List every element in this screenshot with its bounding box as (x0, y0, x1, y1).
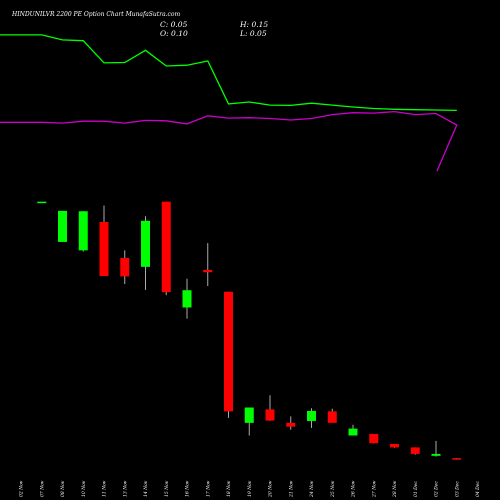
candle-body (58, 210, 67, 242)
x-tick-label: 16 Nov (185, 480, 191, 497)
x-tick-label: 25 Nov (330, 480, 336, 498)
x-tick-label: 11 Nov (102, 480, 108, 497)
open-value: O: 0.10 (160, 29, 188, 38)
x-tick-label: 14 Nov (143, 480, 149, 497)
low-value: L: 0.05 (240, 29, 267, 38)
x-tick-label: 20 Nov (268, 480, 274, 498)
indicator-line-1 (0, 34, 457, 112)
x-tick-label: 21 Nov (288, 480, 294, 498)
x-tick-label: 01 Dec (413, 481, 419, 497)
candle-body (390, 443, 399, 448)
x-tick-label: 02 Nov (19, 480, 25, 497)
candle-body (224, 291, 233, 412)
x-tick-label: 07 Nov (39, 480, 45, 497)
candle-body (286, 422, 296, 427)
candle-body (307, 410, 316, 421)
close-value: C: 0.05 (160, 20, 188, 29)
x-tick-label: 15 Nov (164, 480, 170, 497)
x-tick-label: 28 Nov (392, 480, 398, 498)
candle-body (431, 453, 441, 456)
candle-body (161, 201, 171, 293)
candle-body (369, 433, 379, 444)
chart-title: HINDUNILVR 2200 PE Option Chart MunafaSu… (12, 11, 181, 18)
candle-body (37, 201, 47, 204)
candle-body (410, 447, 420, 454)
indicator-line-2 (0, 110, 458, 172)
high-value: H: 0.15 (240, 20, 269, 29)
x-tick-label: 17 Nov (205, 480, 211, 497)
candle-body (244, 407, 254, 423)
x-tick-label: 08 Nov (60, 480, 66, 497)
x-tick-label: 04 Dec (475, 481, 481, 497)
candle-body (452, 458, 462, 460)
x-tick-label: 18 Nov (226, 480, 232, 497)
x-tick-label: 02 Dec (434, 481, 440, 497)
x-tick-label: 03 Dec (454, 481, 460, 497)
x-tick-label: 13 Nov (122, 480, 128, 497)
candle-body (203, 269, 213, 273)
candle-body (348, 428, 358, 436)
x-tick-label: 19 Nov (247, 480, 253, 497)
candle-body (99, 221, 109, 277)
candle-body (265, 409, 275, 421)
x-tick-label: 10 Nov (81, 480, 87, 497)
x-tick-label: 27 Nov (371, 480, 377, 498)
x-tick-label: 26 Nov (351, 480, 357, 498)
candle-body (120, 258, 130, 277)
x-tick-label: 24 Nov (309, 480, 315, 498)
candle-body (78, 211, 88, 251)
candle-body (141, 220, 150, 267)
candle-body (182, 290, 192, 308)
candle-body (327, 411, 337, 423)
